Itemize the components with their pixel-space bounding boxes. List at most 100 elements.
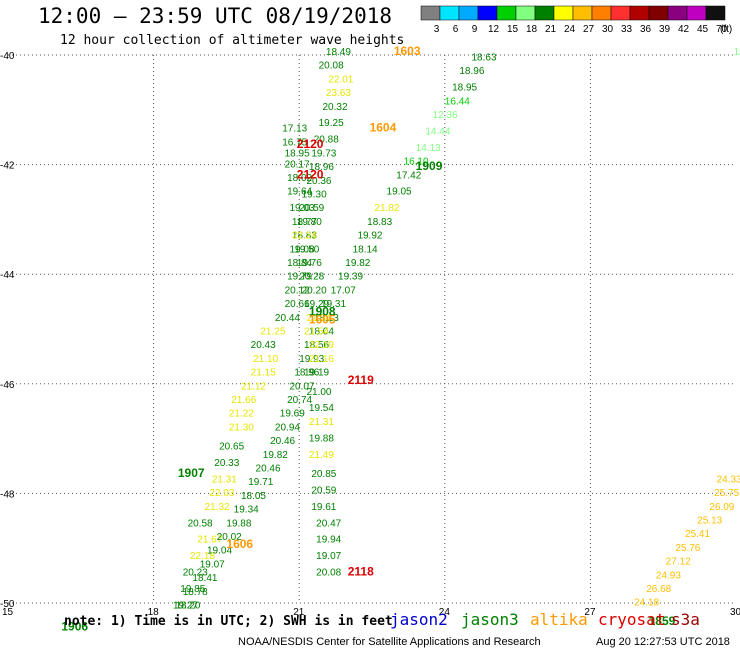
footer-note: note: 1) Time is in UTC; 2) SWH is in fe… — [64, 614, 393, 629]
wave-height-value: 19.76 — [297, 258, 322, 269]
wave-height-value: 19.80 — [297, 217, 322, 228]
wave-height-value: 24.18 — [634, 598, 659, 609]
wave-height-value: 20.33 — [214, 458, 239, 469]
colorbar-label: 9 — [472, 24, 478, 35]
colorbar-label: 24 — [564, 24, 576, 35]
colorbar-swatch — [534, 5, 555, 21]
wave-height-value: 19.31 — [321, 299, 346, 310]
wave-height-value: 18.83 — [292, 231, 317, 242]
wave-height-value: 18.56 — [304, 340, 329, 351]
wave-height-value: 20.65 — [219, 442, 244, 453]
colorbar-swatch — [667, 5, 688, 21]
wave-height-value: 19.05 — [387, 187, 412, 198]
wave-height-value: 19.82 — [263, 450, 288, 461]
wave-height-value: 12.36 — [433, 110, 458, 121]
wave-height-value: 18.95 — [285, 148, 310, 159]
wave-height-value: 20.59 — [299, 203, 324, 214]
wave-height-value: 18.96 — [309, 162, 334, 173]
wave-height-value: 25.75 — [714, 488, 739, 499]
colorbar-swatch — [553, 5, 574, 21]
wave-height-value: 18.49 — [326, 47, 351, 58]
wave-height-value: 17.13 — [282, 124, 307, 135]
pass-time-label: 2118 — [348, 565, 374, 579]
wave-height-value: 20.23 — [183, 568, 208, 579]
colorbar-label: 42 — [678, 24, 690, 35]
wave-height-value: 21.25 — [260, 326, 285, 337]
wave-height-value: 19.71 — [248, 477, 273, 488]
wave-height-value: 21.31 — [212, 474, 237, 485]
pass-time-label: 2120 — [297, 137, 324, 151]
y-tick-label: -50 — [0, 599, 15, 610]
wave-height-value: 20.66 — [285, 299, 310, 310]
wave-height-value: 19.07 — [316, 551, 341, 562]
chart-title: 12:00 — 23:59 UTC 08/19/2018 — [38, 4, 392, 28]
wave-height-value: 22.19 — [309, 340, 334, 351]
wave-height-value: 19.64 — [287, 187, 312, 198]
wave-height-value: 26.09 — [709, 502, 734, 513]
wave-height-value: 24.33 — [717, 474, 740, 485]
wave-height-value: 18.63 — [471, 52, 496, 63]
wave-height-value: 21.12 — [241, 381, 266, 392]
colorbar-legend: 3 6 9 12 15 18 21 24 27 30 33 36 39 42 45 70(ft) — [420, 5, 732, 35]
pass-time-label: 1604 — [370, 121, 397, 135]
wave-height-value: 20.32 — [322, 102, 347, 113]
wave-height-value: 18.84 — [287, 258, 312, 269]
colorbar-label: 27 — [583, 24, 595, 35]
wave-height-value: 25.76 — [675, 543, 700, 554]
wave-height-value: 18.77 — [292, 217, 317, 228]
wave-height-value: 18.13 — [314, 313, 339, 324]
legend-entry-cryosat: cryosat — [598, 610, 665, 629]
x-tick-label: 18 — [148, 607, 160, 618]
wave-height-value: 20.43 — [251, 340, 276, 351]
colorbar-swatch — [420, 5, 441, 21]
wave-height-value: 19.69 — [280, 409, 305, 420]
y-tick-label: -42 — [0, 161, 15, 172]
wave-height-value: 14.44 — [425, 126, 450, 137]
wave-height-value: 17.07 — [331, 285, 356, 296]
wave-height-value: 20.08 — [316, 568, 341, 579]
wave-height-value: 21.30 — [229, 422, 254, 433]
wave-height-value: 21.34 — [306, 313, 331, 324]
wave-height-value: 20.44 — [275, 313, 300, 324]
colorbar-label: 33 — [621, 24, 633, 35]
wave-height-value: 20.28 — [299, 272, 324, 283]
wave-height-value: 22.18 — [190, 551, 215, 562]
wave-height-value: 23.63 — [326, 88, 351, 99]
colorbar-swatch — [648, 5, 669, 21]
wave-height-value: 18.14 — [353, 244, 378, 255]
wave-height-value: 18.41 — [192, 573, 217, 584]
wave-height-value: 19.93 — [299, 354, 324, 365]
wave-height-value: 21.15 — [251, 368, 276, 379]
wave-height-value: 18.78 — [183, 587, 208, 598]
satellite-legend: jason2 jason3 altika cryosat s3a — [390, 610, 700, 629]
colorbar-label: 6 — [453, 24, 459, 35]
wave-height-points: 18.49 20.08 22.01 23.63 20.32 19.25 20.88 19.73… — [173, 47, 740, 611]
wave-height-value: 20.85 — [311, 469, 336, 480]
wave-height-value: 19.27 — [173, 600, 198, 611]
x-tick-label: 24 — [439, 607, 451, 618]
colorbar-swatch — [591, 5, 612, 21]
wave-height-value: 19.39 — [338, 272, 363, 283]
wave-height-value: 18.83 — [367, 217, 392, 228]
wave-height-value: 20.36 — [306, 176, 331, 187]
y-tick-label: -48 — [0, 489, 15, 500]
wave-height-value: 20.07 — [289, 381, 314, 392]
colorbar-swatch — [439, 5, 460, 21]
legend-entry-jason3: jason3 — [461, 610, 519, 629]
pass-time-label: 1605 — [309, 313, 336, 327]
wave-height-value: 21.32 — [205, 502, 230, 513]
wave-height-value: 20.46 — [270, 436, 295, 447]
colorbar-label: 36 — [640, 24, 652, 35]
wave-height-value: 21.66 — [231, 395, 256, 406]
wave-height-value: 25.41 — [685, 529, 710, 540]
wave-height-value: 20.47 — [316, 518, 341, 529]
y-tick-label: -44 — [0, 270, 15, 281]
wave-height-value: 21.49 — [309, 450, 334, 461]
wave-height-value: 18.02 — [287, 173, 312, 184]
wave-height-value: 19.25 — [319, 118, 344, 129]
legend-entry-s3a: s3a — [671, 610, 700, 629]
pass-time-label: 1906 — [61, 619, 88, 633]
wave-height-value: 14.13 — [416, 143, 441, 154]
wave-height-value: 21.16 — [309, 354, 334, 365]
y-tick-label: -40 — [0, 51, 15, 62]
